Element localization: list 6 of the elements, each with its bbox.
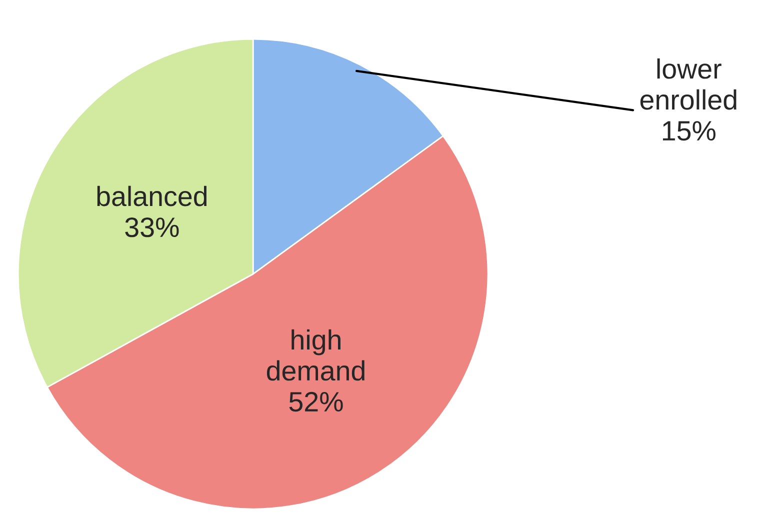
data-label: 15% (662, 121, 716, 141)
data-label: 33% (125, 217, 179, 238)
data-label: 52% (289, 392, 343, 412)
slice-label: high demand (266, 329, 364, 381)
slice-label: lower enrolled (640, 58, 736, 110)
slice-label: balanced (97, 186, 207, 206)
